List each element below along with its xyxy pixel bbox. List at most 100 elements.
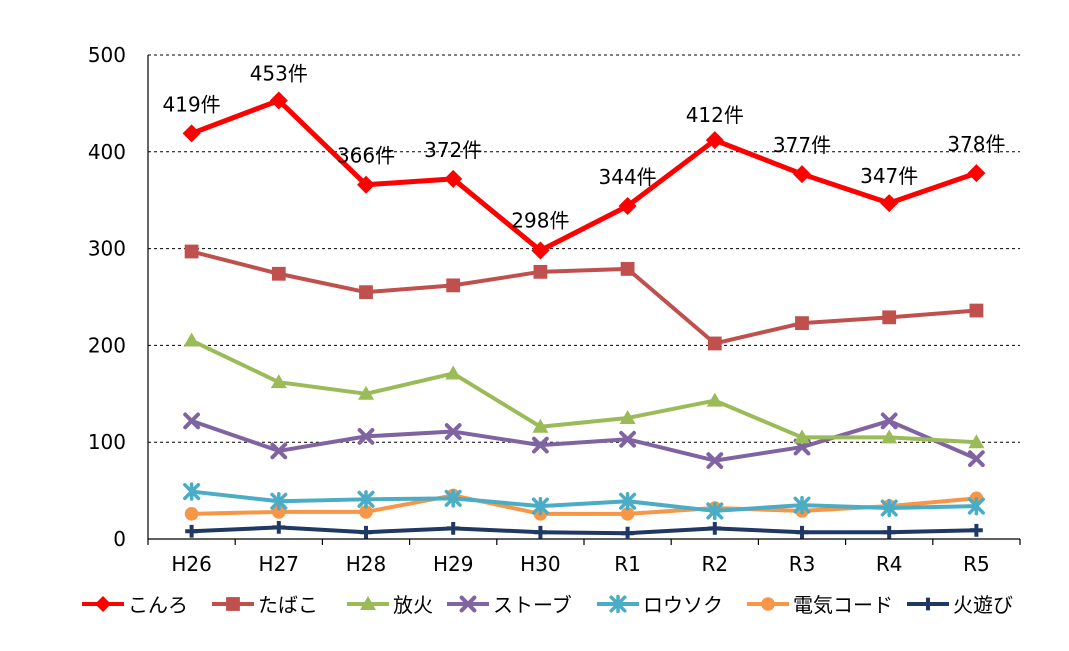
data-label: 372件 — [424, 138, 482, 162]
legend-label: ロウソク — [643, 593, 723, 617]
legend-marker — [226, 597, 240, 611]
x-tick-label: R4 — [876, 552, 903, 576]
data-point — [882, 310, 897, 325]
legend-marker — [360, 596, 376, 610]
legend: こんろ たばこ 放火 ストーブ ロウソク 電気コード 火遊び — [82, 593, 1013, 617]
legend-label: こんろ — [128, 593, 188, 617]
data-point — [620, 507, 635, 521]
series-line — [191, 525, 977, 536]
data-point — [880, 498, 898, 518]
data-point — [968, 434, 985, 449]
legend-label: 放火 — [393, 593, 433, 617]
series-火遊び — [185, 520, 983, 540]
legend-marker — [95, 596, 111, 612]
data-point — [881, 429, 898, 444]
legend-label: 火遊び — [953, 593, 1013, 617]
x-tick-label: R5 — [963, 552, 990, 576]
series-放火 — [183, 332, 985, 449]
data-point — [708, 521, 722, 535]
series-line — [191, 489, 977, 513]
data-point — [619, 492, 637, 511]
gridlines — [148, 54, 1020, 443]
data-point — [359, 285, 373, 300]
legend-item: ストーブ — [447, 593, 572, 617]
data-point — [531, 241, 550, 260]
data-point — [445, 365, 462, 380]
y-tick-label: 100 — [88, 430, 126, 454]
data-point — [880, 412, 898, 430]
legend-item: たばこ — [212, 593, 318, 617]
data-label: 419件 — [163, 92, 221, 116]
data-point — [532, 418, 549, 433]
data-point — [183, 412, 200, 430]
data-point — [269, 91, 288, 110]
data-point — [795, 525, 809, 539]
x-tick-label: R3 — [789, 552, 816, 576]
data-point — [444, 423, 462, 440]
data-point — [794, 429, 810, 444]
series-こんろ — [182, 91, 986, 260]
series-ロウソク — [183, 482, 985, 521]
data-point — [967, 164, 986, 183]
series-line — [190, 418, 978, 463]
data-point — [882, 525, 896, 539]
data-point — [184, 244, 199, 259]
data-point — [705, 131, 724, 150]
legend-item: こんろ — [82, 593, 188, 617]
data-point — [359, 525, 373, 539]
data-point — [270, 374, 287, 389]
legend-item: ロウソク — [597, 593, 723, 617]
series-line — [191, 249, 977, 346]
data-point — [620, 262, 635, 276]
data-point — [532, 436, 549, 454]
data-point — [270, 442, 288, 460]
data-point — [182, 124, 201, 143]
data-label: 366件 — [337, 144, 395, 168]
data-point — [969, 303, 984, 318]
data-point — [446, 278, 461, 293]
data-point — [533, 264, 548, 279]
y-tick-label: 0 — [113, 527, 126, 551]
data-point — [183, 482, 201, 501]
data-label: 347件 — [860, 164, 918, 188]
data-point — [618, 197, 637, 216]
data-point — [357, 427, 375, 445]
data-point — [444, 489, 462, 508]
data-point — [619, 410, 636, 424]
data-point — [706, 392, 723, 407]
x-tick-label: H27 — [259, 552, 300, 576]
data-point — [359, 505, 373, 519]
y-tick-label: 300 — [88, 237, 126, 261]
x-tick-label: H28 — [346, 552, 387, 576]
series-group — [182, 91, 986, 540]
y-tick-label: 400 — [88, 140, 126, 164]
data-point — [706, 452, 724, 469]
data-point — [184, 507, 199, 521]
data-label: 412件 — [686, 103, 744, 127]
legend-item: 電気コード — [747, 593, 893, 617]
legend-marker — [761, 597, 775, 611]
axes: 0 100 200 300 400 500 H26 H27 H28 H29 H30 R1 R2 R3 R4 R… — [88, 43, 1021, 576]
series-ストーブ — [183, 412, 985, 469]
data-point — [183, 332, 200, 347]
data-point — [707, 336, 722, 351]
data-point — [621, 526, 634, 540]
data-point — [185, 524, 198, 538]
data-point — [706, 501, 724, 521]
data-point — [795, 316, 809, 331]
data-point — [358, 385, 374, 400]
data-point — [444, 169, 463, 188]
data-point — [446, 521, 460, 535]
data-label: 298件 — [511, 209, 569, 233]
y-tick-label: 200 — [88, 333, 126, 357]
data-point — [534, 525, 547, 539]
data-point — [880, 194, 899, 213]
legend-label: ストーブ — [493, 593, 572, 617]
data-point — [968, 450, 985, 468]
data-point — [271, 266, 286, 281]
data-point — [793, 165, 811, 184]
y-tick-label: 500 — [88, 43, 126, 67]
legend-marker — [921, 597, 935, 611]
